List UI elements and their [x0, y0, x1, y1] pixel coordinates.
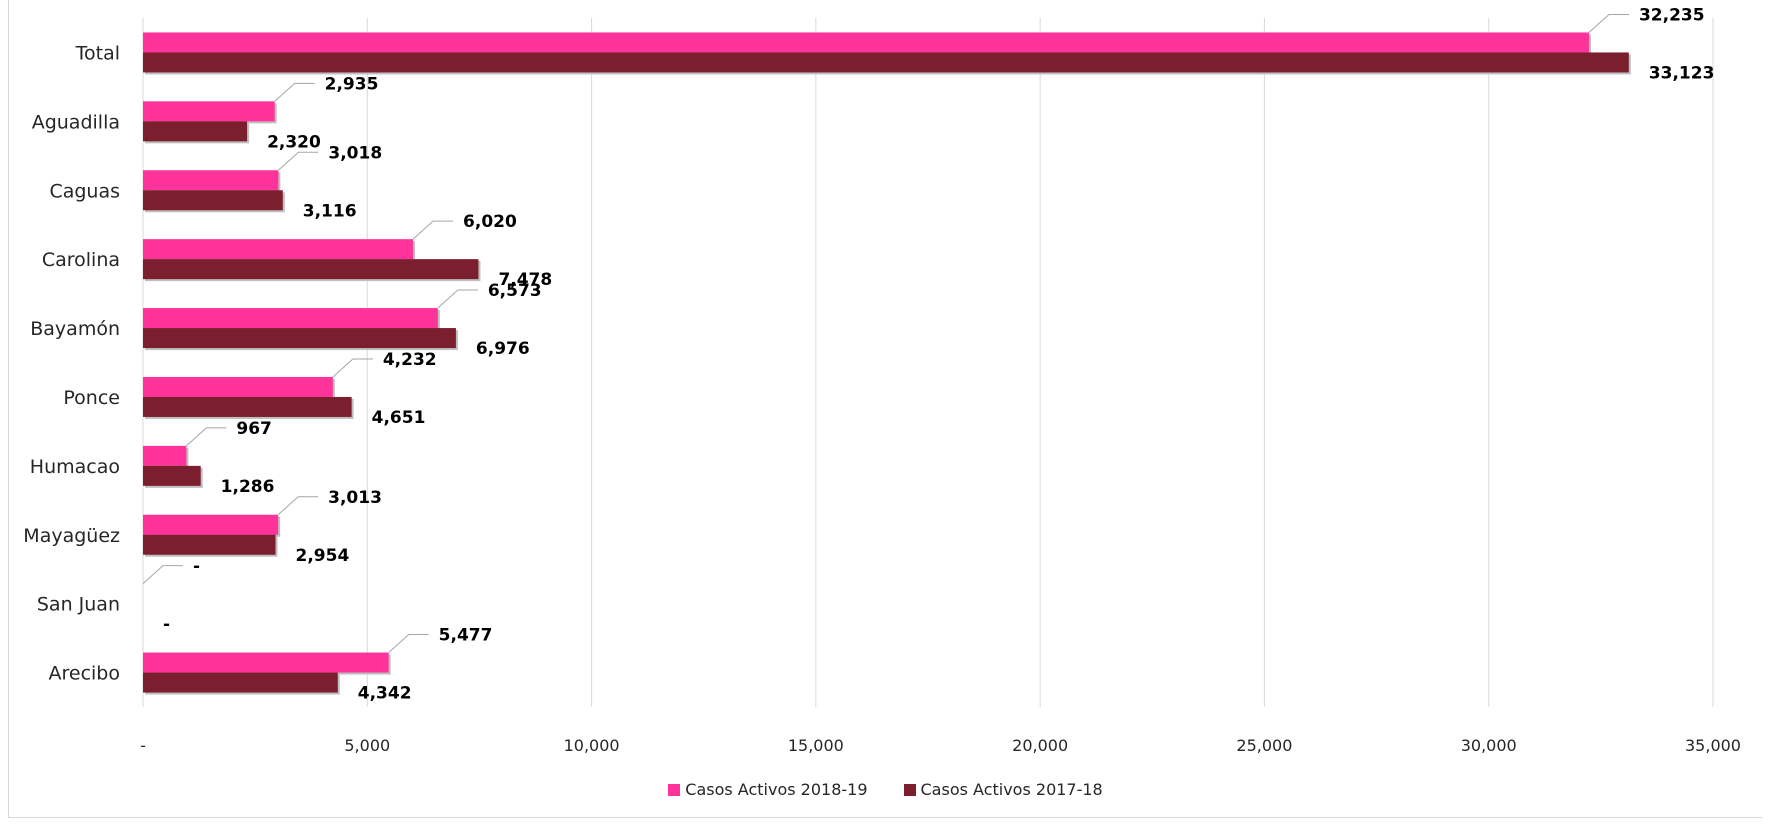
data-label: 1,286	[221, 477, 275, 497]
bar	[143, 170, 279, 191]
data-label: 2,320	[267, 132, 321, 152]
data-label: 33,123	[1649, 63, 1715, 83]
legend-swatch-2018-19	[668, 783, 681, 796]
leader-line	[274, 82, 315, 102]
category-label: Humacao	[30, 456, 120, 478]
bar	[143, 121, 248, 142]
x-tick-label: 5,000	[344, 736, 390, 755]
leader-line	[278, 151, 319, 171]
x-tick-label: -	[140, 736, 146, 755]
data-label: 6,573	[488, 281, 542, 301]
data-label: 4,651	[372, 408, 426, 428]
bar	[143, 514, 279, 535]
leader-line	[1588, 13, 1629, 33]
bar	[143, 396, 352, 417]
legend-label-2017-18: Casos Activos 2017-18	[920, 780, 1103, 799]
bar	[143, 672, 338, 693]
bar	[143, 376, 333, 397]
bar	[143, 32, 1589, 53]
bar	[143, 190, 283, 211]
leader-line	[277, 496, 319, 516]
data-label: 7,478	[498, 270, 552, 290]
category-label: Aguadilla	[32, 111, 120, 133]
bar	[143, 328, 456, 349]
bar	[143, 52, 1629, 73]
bar	[143, 259, 479, 280]
x-tick-label: 30,000	[1461, 736, 1517, 755]
data-label: 2,954	[296, 546, 350, 566]
x-tick-label: 20,000	[1012, 736, 1068, 755]
x-tick-label: 10,000	[564, 736, 620, 755]
legend: Casos Activos 2018-19 Casos Activos 2017…	[0, 780, 1771, 799]
leader-line	[186, 427, 227, 447]
legend-label-2018-19: Casos Activos 2018-19	[685, 780, 868, 799]
legend-item-2017-18: Casos Activos 2017-18	[903, 780, 1103, 799]
data-label: 6,976	[476, 339, 530, 359]
data-label: 5,477	[439, 626, 493, 646]
category-label: Caguas	[49, 180, 120, 202]
data-label: 3,013	[328, 488, 382, 508]
category-label: San Juan	[37, 594, 120, 616]
bar	[143, 465, 201, 486]
bar	[143, 239, 414, 260]
data-label: -	[163, 615, 170, 635]
leader-line	[332, 358, 373, 378]
data-label: 3,116	[303, 201, 357, 221]
leader-line	[437, 289, 478, 309]
category-label: Arecibo	[49, 663, 121, 685]
data-label: 2,935	[325, 74, 379, 94]
bar	[143, 652, 389, 673]
bar	[143, 534, 276, 555]
x-tick-label: 35,000	[1685, 736, 1741, 755]
bar-chart: - 5,000 10,000 15,000 20,000 25,000 30,000 35,0…	[23, 5, 1741, 755]
data-label: 4,232	[383, 350, 437, 370]
chart-frame	[8, 0, 1762, 818]
data-label: 6,020	[463, 212, 517, 232]
category-label: Total	[75, 42, 120, 64]
category-label: Carolina	[42, 249, 120, 271]
category-label: Mayagüez	[23, 525, 120, 547]
category-label: Ponce	[63, 387, 120, 409]
bar	[143, 308, 438, 329]
bar	[143, 445, 187, 466]
category-label: Bayamón	[30, 318, 120, 340]
data-label: 32,235	[1639, 5, 1705, 25]
x-tick-label: 25,000	[1236, 736, 1292, 755]
leader-line	[142, 565, 183, 585]
leader-line	[412, 220, 454, 240]
leader-line	[388, 634, 429, 653]
bar	[143, 101, 275, 122]
x-tick-label: 15,000	[788, 736, 844, 755]
data-label: 4,342	[358, 684, 412, 704]
data-label: 967	[236, 419, 272, 439]
data-label: -	[193, 557, 200, 577]
legend-swatch-2017-18	[903, 783, 916, 796]
legend-item-2018-19: Casos Activos 2018-19	[668, 780, 868, 799]
data-label: 3,018	[328, 143, 382, 163]
